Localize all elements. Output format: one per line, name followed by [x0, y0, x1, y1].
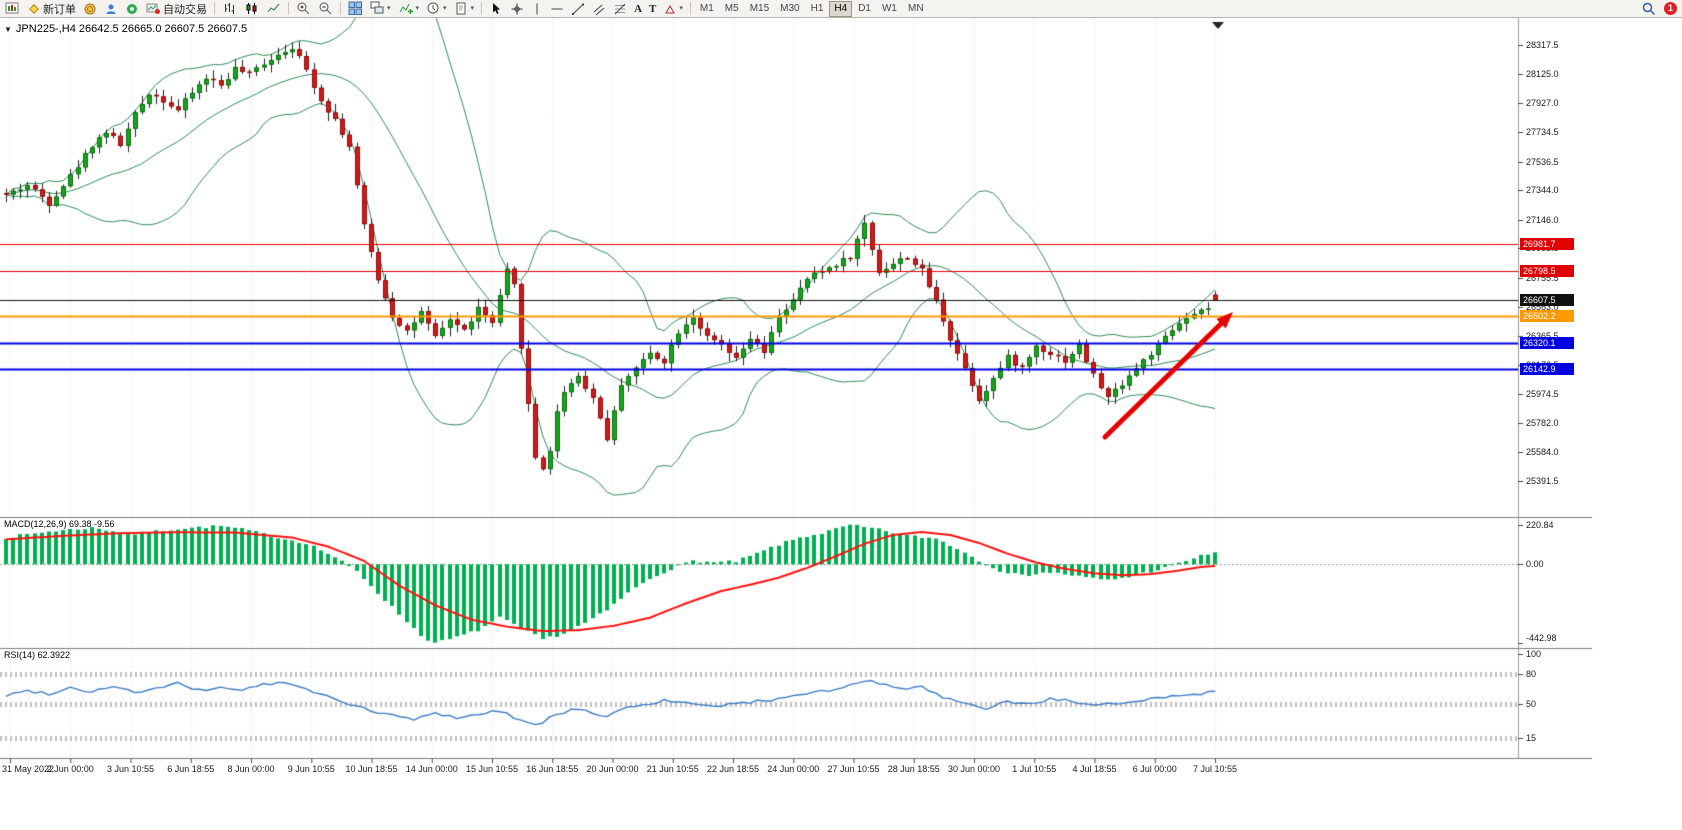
zoom-in-button[interactable] — [293, 1, 314, 17]
label-button[interactable]: T — [646, 1, 659, 17]
zoom-out-button[interactable] — [315, 1, 336, 17]
horizontal-line-icon — [551, 8, 563, 9]
text-button[interactable]: A — [631, 1, 645, 17]
timeframe-m30-button[interactable]: M30 — [775, 1, 804, 17]
timeframe-w1-button[interactable]: W1 — [877, 1, 902, 17]
toolbar-separator — [481, 2, 483, 15]
trendline-button[interactable] — [568, 1, 588, 17]
news-button[interactable] — [122, 1, 142, 17]
chart-title: ▼ JPN225-,H4 26642.5 26665.0 26607.5 266… — [4, 23, 247, 35]
new-order-label: 新订单 — [43, 3, 76, 16]
toolbar-separator — [340, 2, 341, 15]
line-chart-button[interactable] — [263, 1, 284, 17]
channel-icon — [593, 4, 605, 15]
fibonacci-button[interactable] — [610, 1, 630, 17]
price-scale[interactable] — [1518, 18, 1592, 758]
news-icon — [127, 3, 137, 14]
indicators-button[interactable]: ▾ — [395, 1, 423, 17]
text-tool-icon: A — [634, 2, 643, 15]
new-order-icon — [29, 3, 39, 14]
coins-button[interactable] — [80, 1, 100, 17]
dropdown-caret-icon: ▾ — [679, 5, 683, 12]
shapes-button[interactable]: ▾ — [660, 1, 686, 17]
profile-icon — [106, 4, 116, 14]
label-tool-icon: T — [649, 2, 657, 15]
autotrading-button[interactable]: 自动交易 — [143, 1, 210, 17]
chart-title-text: JPN225-,H4 26642.5 26665.0 26607.5 26607… — [15, 23, 248, 35]
profile-button[interactable] — [101, 1, 121, 17]
timeframe-m15-button[interactable]: M15 — [745, 1, 774, 17]
arrange-windows-button[interactable]: ▾ — [367, 1, 394, 17]
bars-chart-button[interactable] — [219, 1, 240, 17]
cursor-icon — [493, 2, 501, 14]
cursor-button[interactable] — [486, 1, 506, 17]
dropdown-caret-icon: ▾ — [387, 5, 391, 12]
arrange-windows-icon — [370, 1, 384, 14]
timeframe-d1-button[interactable]: D1 — [853, 1, 876, 17]
shapes-icon — [665, 4, 676, 13]
candlestick-chart-button[interactable] — [241, 1, 262, 17]
macd-label: MACD(12,26,9) 69.38 -9.56 — [4, 519, 115, 529]
rsi-label: RSI(14) 62.3922 — [4, 650, 71, 660]
fibonacci-icon — [614, 3, 626, 14]
autotrading-label: 自动交易 — [163, 3, 207, 16]
clock-icon — [427, 2, 439, 14]
timeframe-h1-button[interactable]: H1 — [806, 1, 829, 17]
horizontal-line-button[interactable] — [547, 1, 567, 17]
vertical-line-button[interactable] — [528, 1, 546, 17]
templates-button[interactable]: ▾ — [451, 1, 478, 17]
time-axis[interactable] — [0, 758, 1592, 780]
bars-chart-icon — [225, 3, 234, 14]
crosshair-button[interactable] — [507, 1, 527, 17]
candlestick-chart-icon — [246, 3, 257, 14]
toolbar-separator — [214, 2, 215, 15]
timeframe-h4-button[interactable]: H4 — [829, 0, 853, 17]
new-chart-icon — [5, 2, 19, 14]
notification-badge[interactable]: 1 — [1664, 2, 1677, 15]
toolbar-separator — [689, 2, 691, 15]
dropdown-caret-icon: ▾ — [443, 5, 447, 12]
periods-button[interactable]: ▾ — [423, 1, 450, 17]
vertical-line-icon — [536, 3, 538, 14]
new-order-button[interactable]: 新订单 — [24, 1, 79, 17]
timeframe-m1-button[interactable]: M1 — [695, 1, 719, 17]
timeframe-m5-button[interactable]: M5 — [720, 1, 744, 17]
autotrading-icon — [146, 3, 160, 14]
dropdown-caret-icon: ▾ — [415, 5, 420, 12]
dropdown-caret-icon: ▾ — [470, 5, 475, 12]
template-icon — [456, 2, 466, 15]
timeframe-mn-button[interactable]: MN — [903, 1, 929, 17]
toolbar-separator — [288, 2, 289, 15]
main-toolbar: 新订单 自动交易 — [0, 0, 1682, 18]
new-chart-button[interactable] — [2, 1, 23, 17]
trendline-icon — [572, 3, 585, 15]
symbol-dropdown-icon[interactable]: ▼ — [4, 24, 12, 34]
search-button[interactable] — [1638, 1, 1660, 17]
line-chart-icon — [267, 3, 280, 13]
search-icon — [1642, 2, 1656, 15]
channel-button[interactable] — [589, 1, 609, 17]
tile-windows-icon — [348, 1, 362, 15]
tile-windows-button[interactable] — [345, 1, 366, 17]
indicators-icon — [399, 3, 413, 14]
coins-icon — [84, 3, 96, 14]
crosshair-icon — [511, 3, 523, 14]
zoom-in-icon — [297, 2, 310, 15]
zoom-out-icon — [319, 2, 332, 15]
